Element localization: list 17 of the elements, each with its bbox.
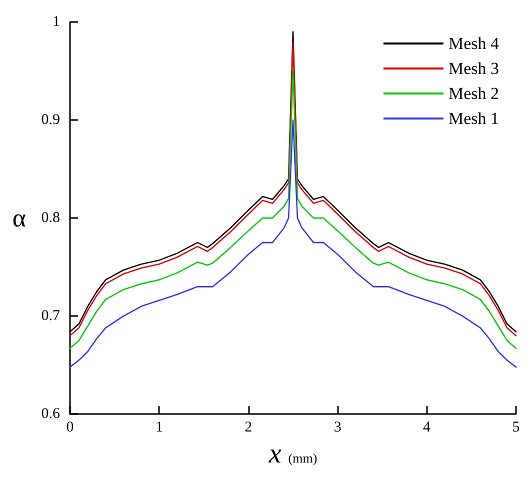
x-tick-label: 1 — [155, 420, 163, 436]
y-tick-label: 0.6 — [41, 406, 60, 422]
x-tick-label: 3 — [334, 420, 342, 436]
legend-label: Mesh 3 — [448, 59, 500, 78]
legend-label: Mesh 4 — [448, 34, 500, 53]
y-tick-label: 0.7 — [41, 308, 60, 324]
x-tick-label: 4 — [423, 420, 432, 436]
y-axis-title: α — [12, 204, 26, 233]
y-tick-label: 0.8 — [41, 210, 60, 226]
x-tick-label: 5 — [512, 420, 520, 436]
y-tick-label: 0.9 — [41, 112, 60, 128]
x-tick-label: 2 — [244, 420, 252, 436]
legend-label: Mesh 2 — [448, 84, 500, 103]
legend-label: Mesh 1 — [448, 109, 500, 128]
y-tick-label: 1 — [52, 14, 60, 30]
x-axis-title: x (mm) — [268, 438, 318, 470]
x-tick-label: 0 — [66, 420, 74, 436]
